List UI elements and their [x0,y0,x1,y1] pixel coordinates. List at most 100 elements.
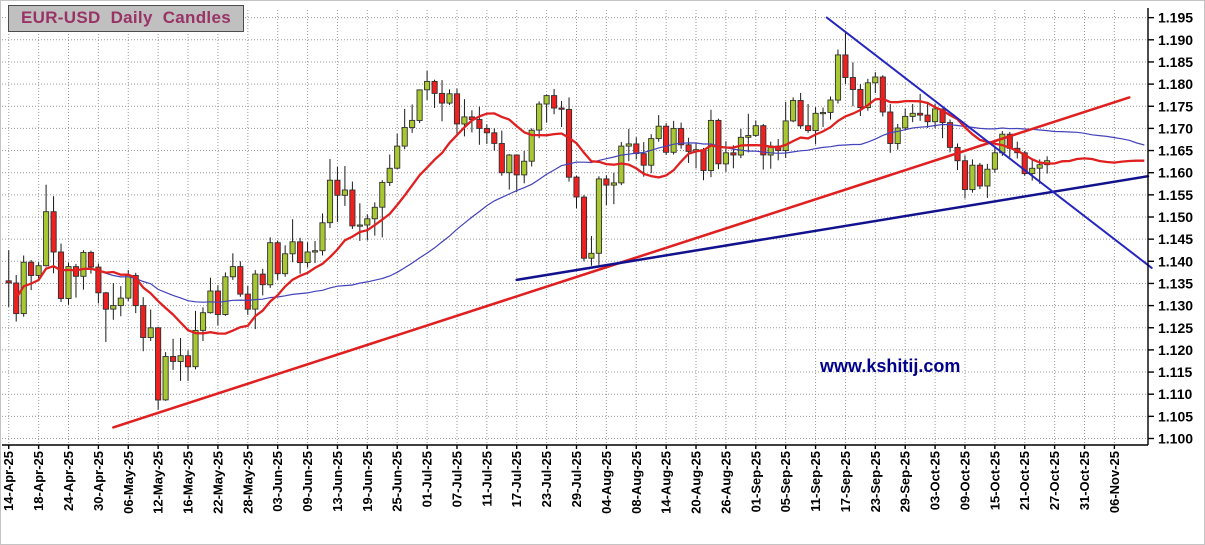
x-axis-date-label: 03-Oct-25 [928,451,943,510]
bear-candle [946,122,954,148]
bull-candle [655,125,662,140]
bear-candle [760,125,767,156]
bull-candle [528,129,535,162]
bear-candle [879,76,886,113]
x-axis-date-label: 08-Aug-25 [629,451,644,514]
bull-candle [282,253,289,275]
bear-candle [917,112,924,116]
bull-candle [991,152,998,170]
x-axis-date-label: 21-Oct-25 [1017,451,1032,510]
bull-candle [401,127,408,147]
bear-candle [140,305,147,338]
bull-candle [65,266,72,299]
x-axis-date-label: 11-Sep-25 [808,451,823,512]
y-axis-tick-label: 1.150 [1158,209,1193,225]
x-axis-date-label: 27-Oct-25 [1047,451,1062,510]
y-axis-tick-label: 1.180 [1158,76,1193,92]
bull-candle [902,115,909,129]
bear-candle [797,100,804,127]
bull-candle [588,252,595,259]
bull-candle [222,276,229,315]
y-axis-tick-label: 1.170 [1158,120,1193,136]
bull-candle [80,251,87,277]
bull-candle [177,355,184,362]
bear-candle [805,125,812,132]
bear-candle [5,280,12,284]
bull-candle [745,135,752,138]
bear-candle [170,356,177,362]
bear-candle [663,125,670,153]
bear-candle [513,154,520,176]
bear-candle [685,144,692,152]
bull-candle [162,356,169,401]
bear-candle [297,241,304,264]
bear-candle [730,152,737,156]
y-axis-tick-label: 1.155 [1158,187,1193,203]
bull-candle [819,112,827,115]
bull-candle [416,89,423,121]
x-axis-date-label: 23-Jul-25 [539,451,554,507]
axis-labels-layer: 1.195 1.190 1.185 1.180 1.175 1.170 1.165 1.160… [1,10,1193,514]
bull-candle [394,145,401,169]
x-axis-date-label: 09-Oct-25 [957,451,972,510]
x-axis-date-label: 17-Sep-25 [838,451,853,512]
bear-candle [155,327,162,401]
bear-candle [857,88,864,109]
y-axis-tick-label: 1.125 [1158,320,1193,336]
bear-candle [842,54,849,78]
bull-candle [461,116,468,125]
bull-candle [379,181,386,208]
bear-candle [438,92,446,104]
x-axis-date-label: 29-Sep-25 [898,451,913,512]
kshitij-watermark: www.kshitij.com [820,356,961,376]
x-axis-date-label: 23-Sep-25 [868,451,883,512]
y-axis-tick-label: 1.175 [1158,98,1193,114]
y-axis-tick-label: 1.115 [1158,364,1192,380]
chart-title: EUR-USD Daily Candles [8,5,244,32]
x-axis-date-label: 30-Apr-25 [91,451,106,511]
y-axis-tick-label: 1.105 [1158,408,1193,424]
x-axis-date-label: 03-Jun-25 [270,451,285,512]
x-axis-date-label: 26-Aug-25 [718,451,733,514]
bull-candle [446,93,453,104]
y-axis-tick-label: 1.110 [1158,386,1192,402]
bull-candle [812,112,819,132]
x-axis-date-label: 16-May-25 [181,451,196,514]
bear-candle [498,143,505,174]
y-axis-tick-label: 1.135 [1158,275,1193,291]
x-axis-date-label: 07-Jul-25 [449,451,464,507]
bull-candle [782,120,789,152]
bear-candle [57,251,65,299]
bull-candle [192,329,199,368]
x-axis-date-label: 22-May-25 [210,451,225,514]
y-axis-tick-label: 1.100 [1158,431,1193,447]
bear-candle [453,93,461,125]
bull-candle [147,327,154,338]
bull-candle [834,54,842,101]
y-axis-tick-label: 1.130 [1158,298,1193,314]
x-axis-date-label: 25-Jun-25 [390,451,405,512]
bull-candle [326,179,334,224]
y-axis-tick-label: 1.160 [1158,165,1193,181]
bull-candle [1036,164,1043,169]
bull-candle [872,76,879,84]
bear-candle [640,153,647,166]
bear-candle [334,179,341,196]
bear-candle [349,189,356,227]
x-axis-date-label: 01-Sep-25 [748,451,763,512]
bear-candle [237,266,244,295]
bull-candle [229,266,236,278]
x-axis-date-label: 05-Sep-25 [778,451,793,512]
y-axis-tick-label: 1.185 [1158,54,1193,70]
bull-candle [827,99,834,113]
bull-candle [536,103,543,131]
bull-candle [1029,167,1036,175]
bear-candle [849,77,856,90]
bull-candle [722,152,729,165]
bear-candle [95,266,102,294]
bear-candle [678,127,685,146]
bear-candle [961,160,969,190]
bull-candle [311,250,319,253]
bear-candle [483,127,490,134]
